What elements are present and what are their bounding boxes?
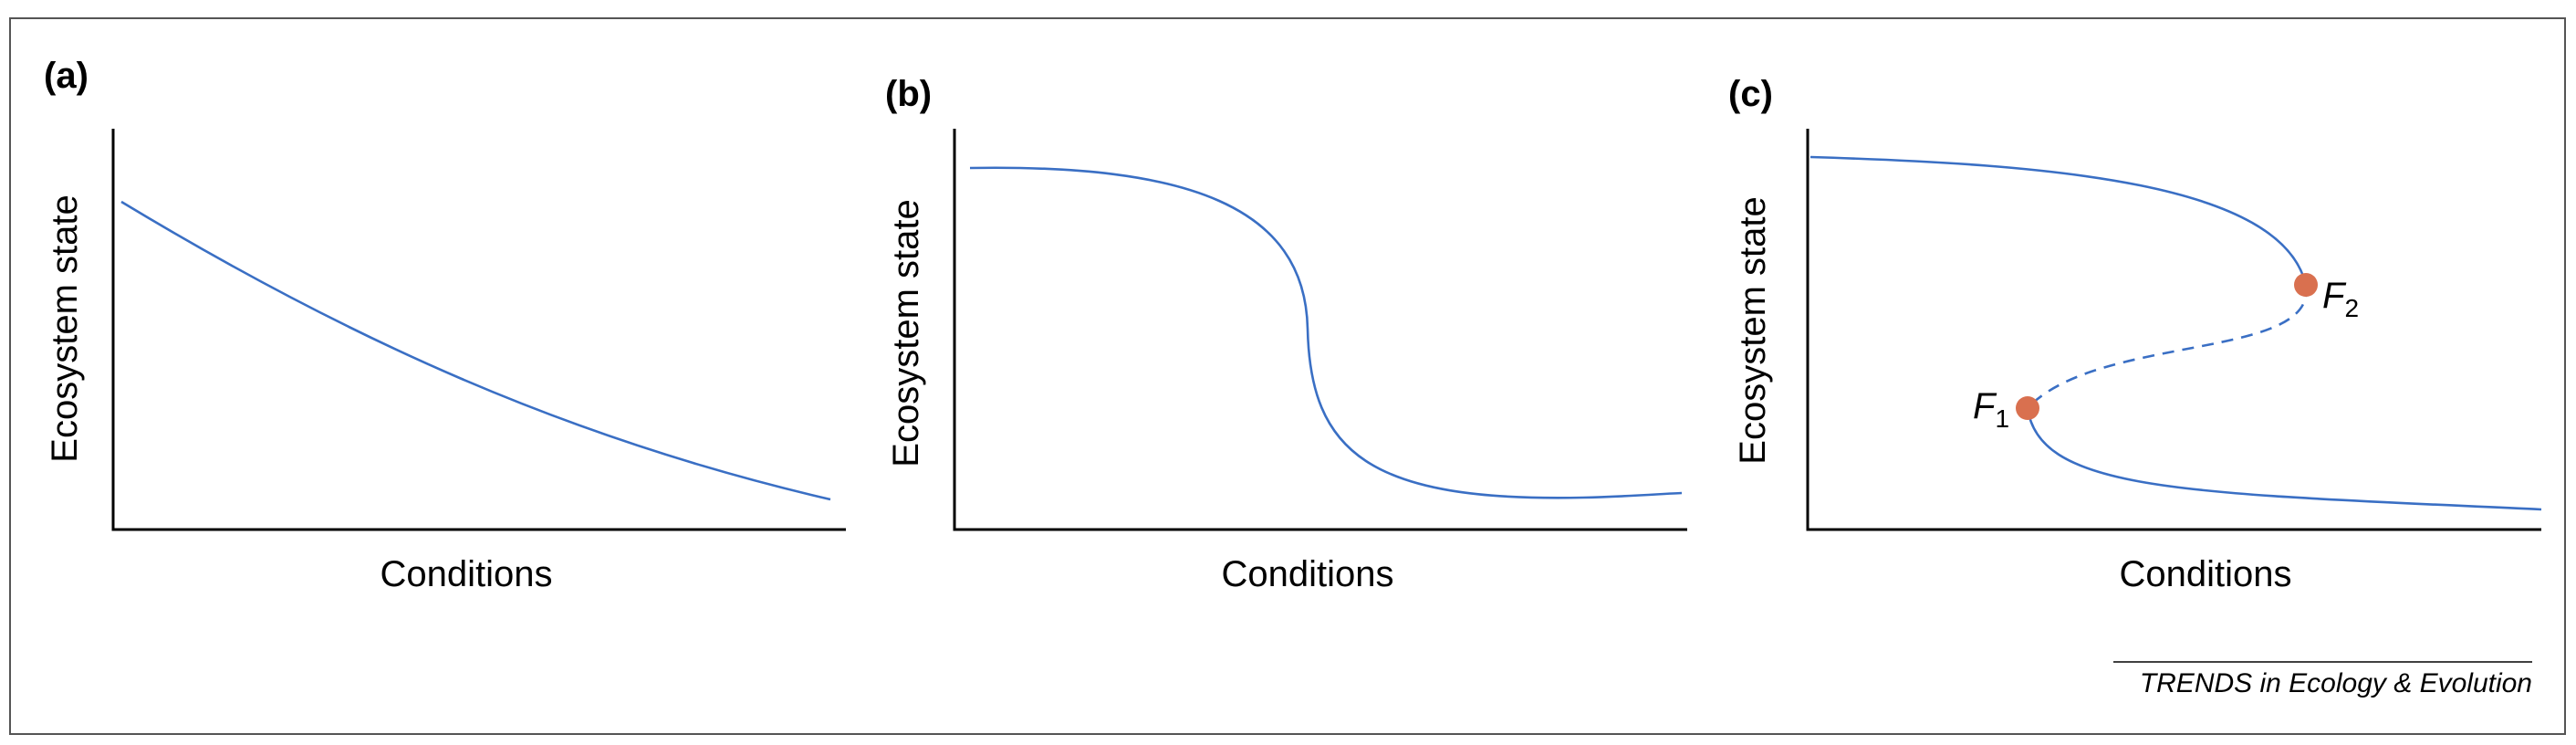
panel-a-axes	[111, 129, 846, 531]
panel-b-curve	[969, 166, 1683, 499]
panel-b-y-axis-label: Ecosystem state	[886, 199, 926, 467]
panel-c: (c) F1 F2 Ecosystem state Conditions	[1728, 74, 2542, 594]
panel-c-lower-branch	[2026, 407, 2542, 511]
journal-credit: TRENDS in Ecology & Evolution	[2140, 668, 2532, 698]
panel-c-unstable-branch	[2027, 284, 2308, 409]
panel-a-label: (a)	[44, 56, 89, 96]
panel-c-f1-subscript: 1	[1995, 404, 2009, 433]
panel-b-axes	[953, 129, 1687, 531]
panel-c-fold-point-f2	[2294, 273, 2318, 297]
panel-b-label: (b)	[885, 74, 932, 114]
panel-b: (b) Ecosystem state Conditions	[885, 74, 1687, 594]
panel-c-f1-letter: F	[1973, 386, 1997, 426]
panel-a-y-axis-label: Ecosystem state	[45, 194, 85, 462]
panel-b-x-axis-label: Conditions	[1221, 554, 1393, 594]
panel-c-f1-label: F1	[1973, 386, 2009, 433]
panel-c-label: (c)	[1728, 74, 1773, 114]
panel-c-fold-point-f1	[2016, 396, 2039, 420]
panel-c-y-axis-label: Ecosystem state	[1733, 196, 1773, 464]
panel-c-upper-branch	[1809, 155, 2308, 286]
panel-c-f2-letter: F	[2322, 276, 2347, 316]
panel-c-f2-subscript: 2	[2344, 294, 2359, 322]
panel-c-f2-label: F2	[2322, 276, 2359, 322]
panel-c-axes	[1806, 129, 2541, 531]
panel-a-x-axis-label: Conditions	[380, 554, 552, 594]
panel-a: (a) Ecosystem state Conditions	[44, 56, 846, 594]
figure-frame	[9, 17, 2566, 735]
panel-a-curve	[120, 200, 831, 501]
panel-c-x-axis-label: Conditions	[2119, 554, 2291, 594]
